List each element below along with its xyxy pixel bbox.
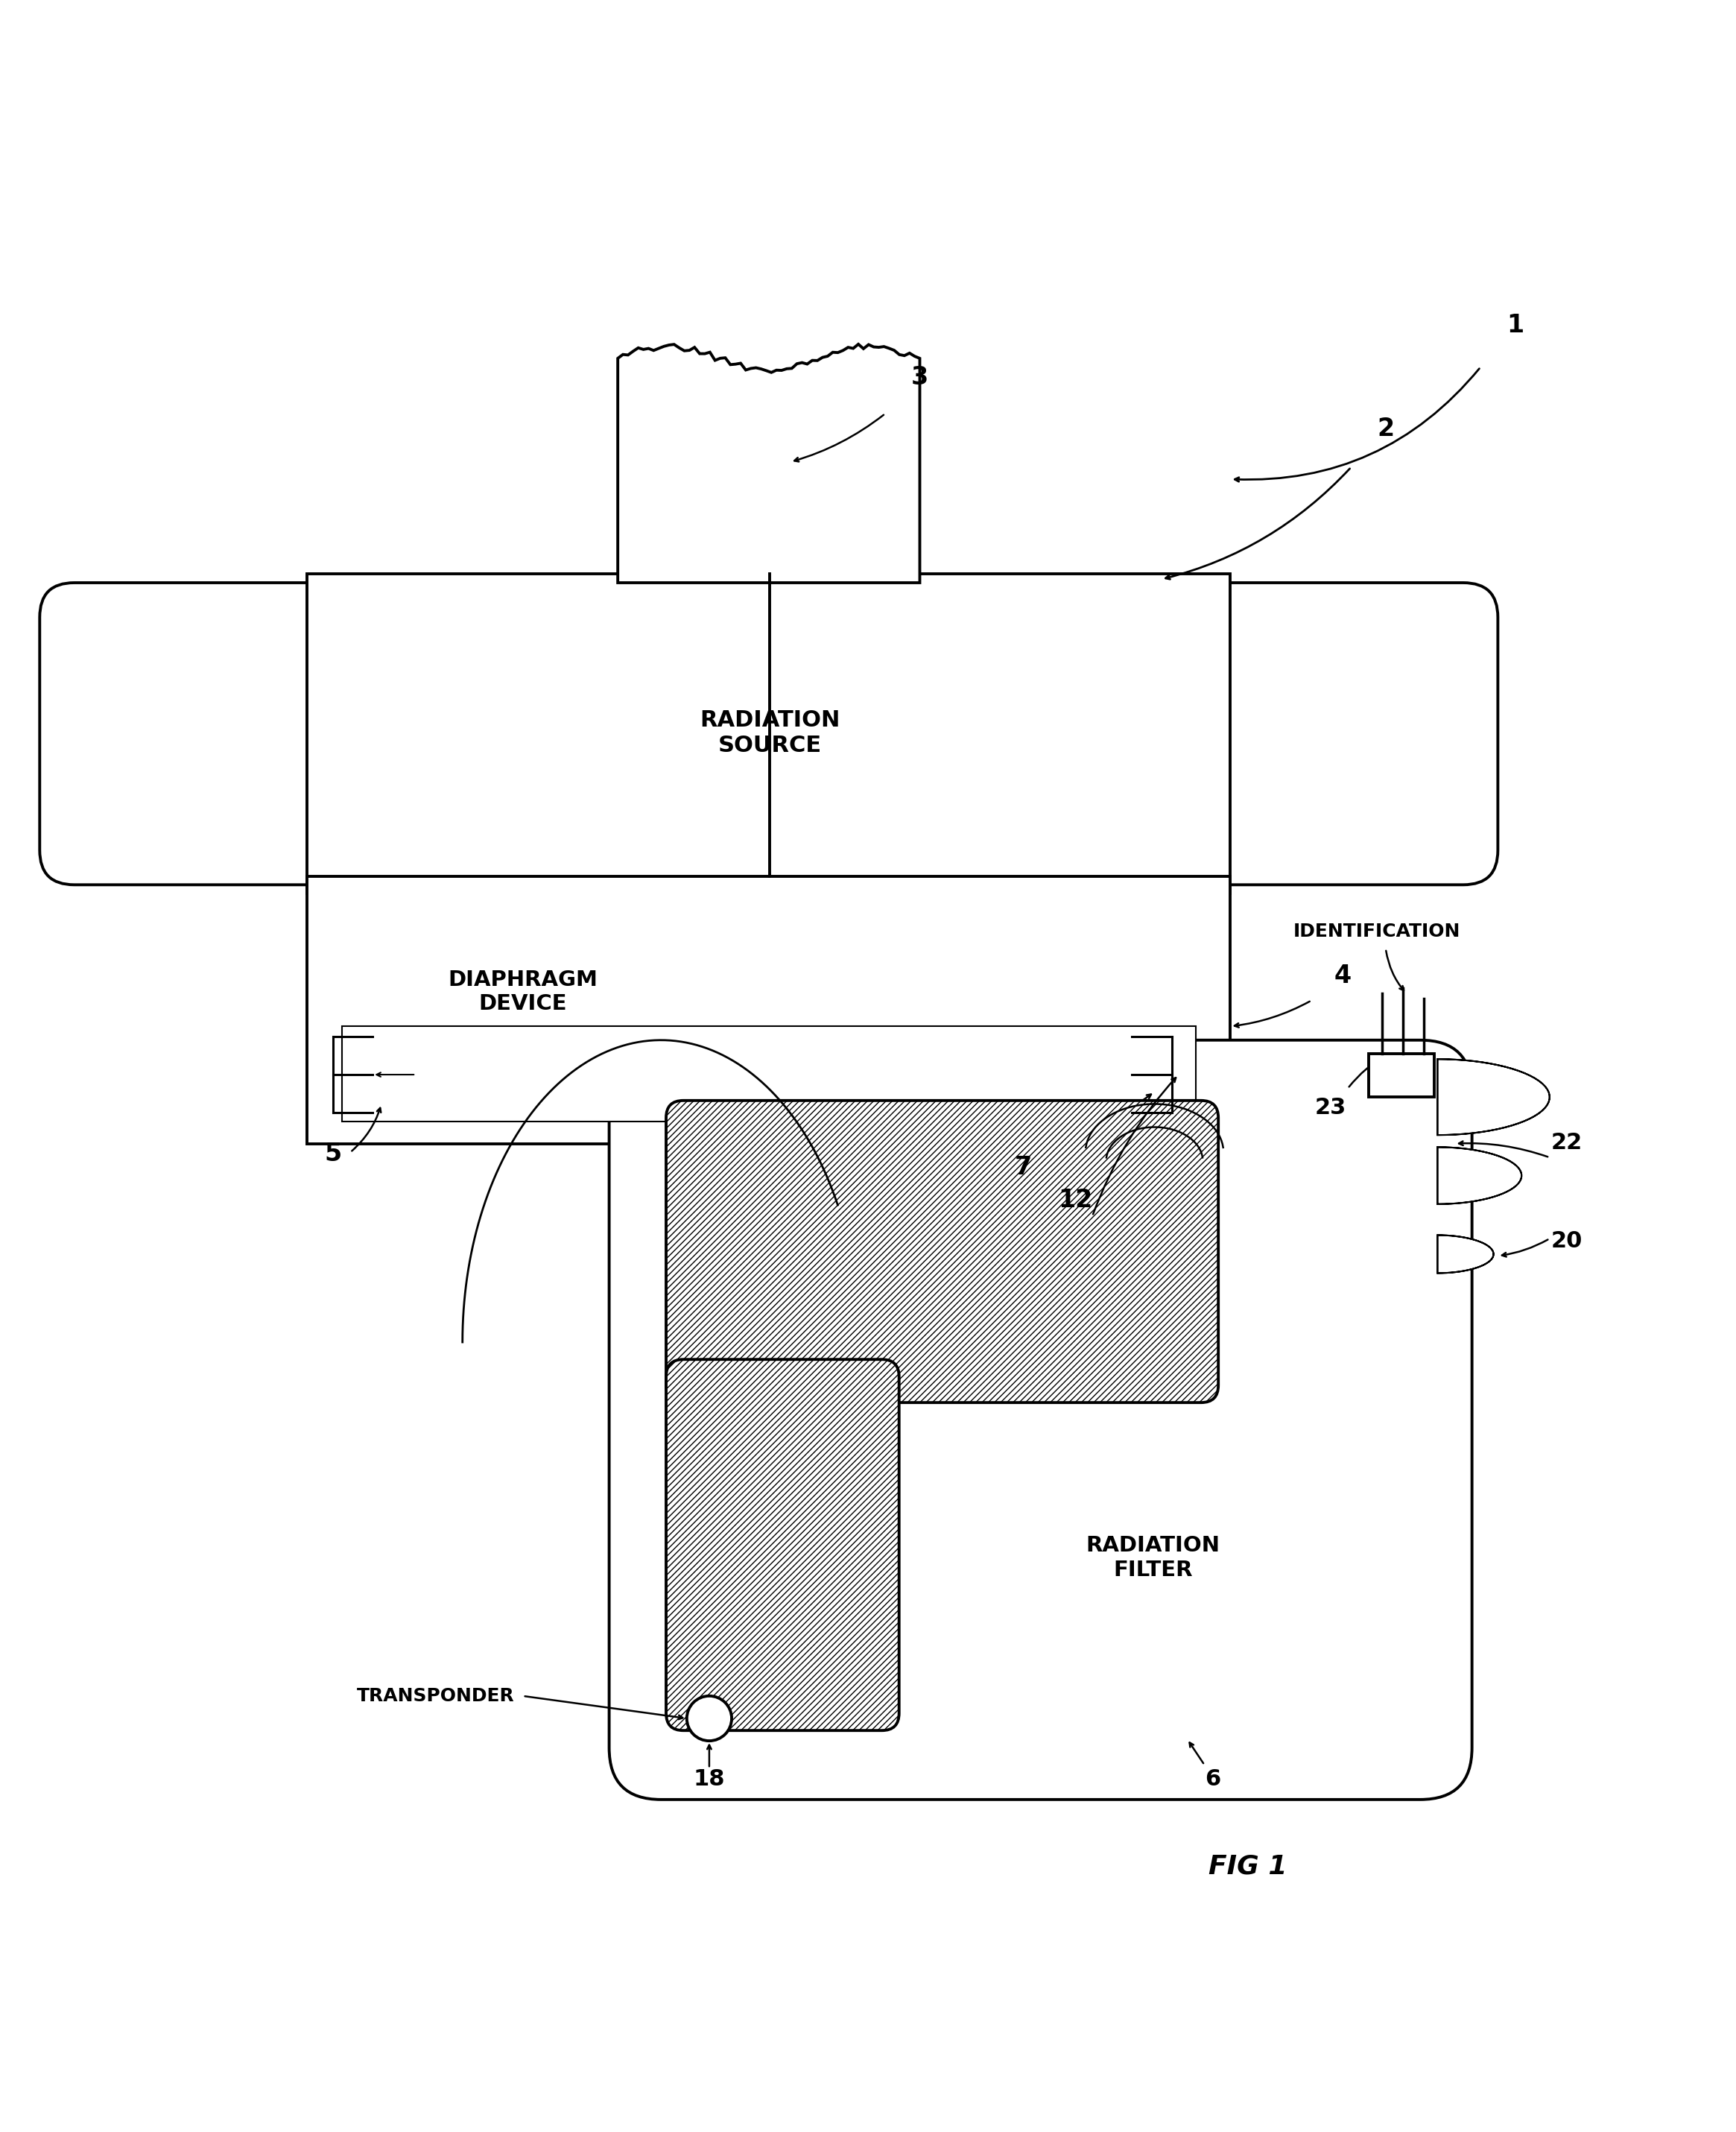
FancyBboxPatch shape: [40, 582, 342, 885]
Text: 20: 20: [1550, 1230, 1583, 1251]
Bar: [342, 1025, 1196, 1121]
FancyBboxPatch shape: [609, 1040, 1472, 1799]
FancyBboxPatch shape: [667, 1100, 1219, 1403]
Text: IDENTIFICATION: IDENTIFICATION: [1293, 923, 1460, 940]
Text: RADIATION
SOURCE: RADIATION SOURCE: [700, 710, 840, 757]
Text: 4: 4: [1333, 964, 1351, 989]
Text: 3: 3: [911, 365, 929, 390]
FancyBboxPatch shape: [1196, 582, 1498, 885]
Text: 12: 12: [1057, 1188, 1092, 1213]
Bar: [1368, 1053, 1434, 1098]
Bar: [307, 876, 1231, 1143]
Polygon shape: [618, 343, 920, 582]
Polygon shape: [1437, 1060, 1550, 1134]
Text: 23: 23: [1314, 1098, 1345, 1119]
Polygon shape: [1437, 1147, 1521, 1205]
Circle shape: [687, 1695, 731, 1742]
Text: 18: 18: [693, 1770, 726, 1791]
Text: 2: 2: [1377, 416, 1394, 441]
Text: 7: 7: [1014, 1156, 1031, 1179]
Text: TRANSPONDER: TRANSPONDER: [356, 1686, 514, 1706]
Text: DIAPHRAGM
DEVICE: DIAPHRAGM DEVICE: [448, 970, 597, 1015]
Text: 1: 1: [1507, 313, 1524, 337]
Polygon shape: [1437, 1234, 1493, 1273]
FancyBboxPatch shape: [667, 1360, 899, 1731]
Text: 5: 5: [325, 1141, 342, 1166]
Text: RADIATION
FILTER: RADIATION FILTER: [1085, 1535, 1220, 1580]
Text: 22: 22: [1552, 1132, 1583, 1153]
Text: 6: 6: [1205, 1770, 1220, 1791]
Text: FIG 1: FIG 1: [1208, 1853, 1286, 1878]
Bar: [307, 574, 1231, 893]
